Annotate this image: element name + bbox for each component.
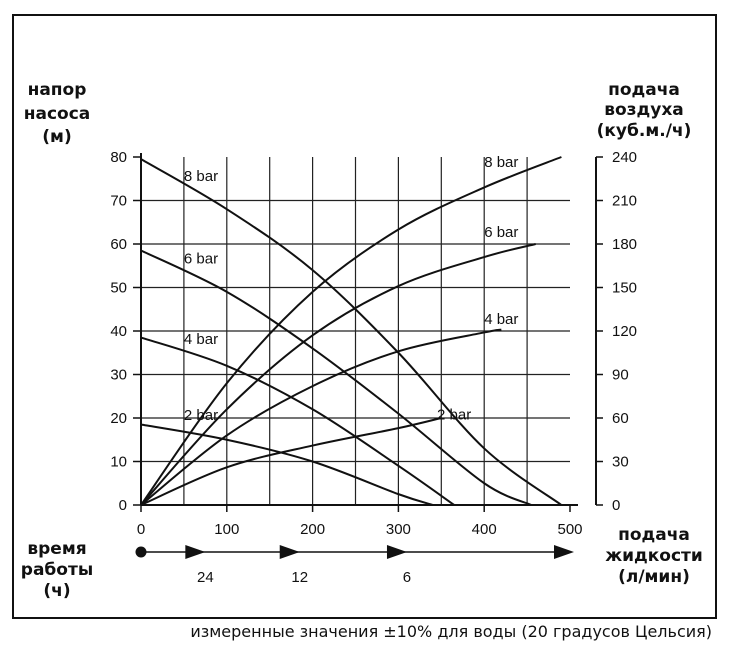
air-curve-label: 2 bar xyxy=(437,406,471,423)
right-tick-label: 240 xyxy=(612,149,637,166)
runtime-arrow xyxy=(386,545,407,559)
left-axis-title-line: (м) xyxy=(42,127,71,147)
left-tick-label: 20 xyxy=(110,410,127,427)
x-tick-label: 200 xyxy=(300,521,325,538)
left-tick-label: 50 xyxy=(110,280,127,297)
head-curve-line xyxy=(140,423,434,506)
right-tick-label: 0 xyxy=(612,497,620,514)
runtime-marker-label: 6 xyxy=(403,569,411,586)
footnote: измеренные значения ±10% для воды (20 гр… xyxy=(190,622,712,641)
left-tick-label: 40 xyxy=(110,323,127,340)
x-tick-label: 400 xyxy=(472,521,497,538)
air-curve-line xyxy=(140,156,562,506)
right-tick-label: 30 xyxy=(612,454,629,471)
head-curve-line xyxy=(140,249,532,506)
head-curve-label: 6 bar xyxy=(184,251,218,268)
runtime-title-line: время xyxy=(27,539,86,559)
head-curve-label: 8 bar xyxy=(184,168,218,185)
x-tick-label: 300 xyxy=(386,521,411,538)
x-axis-title-line: подача xyxy=(618,525,690,545)
air-curve-label: 4 bar xyxy=(484,311,518,328)
runtime-title-line: работы xyxy=(21,560,93,580)
right-axis-title-line: (куб.м./ч) xyxy=(597,121,692,141)
right-tick-label: 60 xyxy=(612,410,629,427)
right-tick-label: 150 xyxy=(612,280,637,297)
runtime-arrow xyxy=(554,545,574,559)
left-tick-label: 10 xyxy=(110,454,127,471)
right-tick-label: 120 xyxy=(612,323,637,340)
left-tick-label: 0 xyxy=(119,497,127,514)
x-tick-label: 500 xyxy=(557,521,582,538)
right-axis-title-line: воздуха xyxy=(604,100,684,120)
x-tick-label: 0 xyxy=(137,521,145,538)
head-curve-label: 2 bar xyxy=(184,407,218,424)
air-curve-label: 6 bar xyxy=(484,224,518,241)
left-tick-label: 70 xyxy=(110,193,127,210)
performance-chart: 0 10 20 30 40 50 60 70 80 0 30 60 90 120 150 180 210 240 0… xyxy=(21,80,703,601)
runtime-arrow xyxy=(185,545,206,559)
right-tick-label: 90 xyxy=(612,367,629,384)
left-tick-label: 80 xyxy=(110,149,127,166)
runtime-marker-label: 24 xyxy=(197,569,214,586)
runtime-arrow xyxy=(279,545,300,559)
head-curve-line xyxy=(140,336,455,506)
left-tick-label: 30 xyxy=(110,367,127,384)
head-curve-line xyxy=(140,158,563,506)
x-axis-title-line: жидкости xyxy=(605,546,703,566)
air-curve-label: 8 bar xyxy=(484,154,518,171)
air-curve-line xyxy=(140,243,536,506)
runtime-start-dot xyxy=(135,546,147,558)
runtime-marker-label: 12 xyxy=(291,569,308,586)
air-curve-line xyxy=(140,328,502,506)
x-tick-label: 100 xyxy=(214,521,239,538)
right-axis-title-line: подача xyxy=(608,80,680,100)
x-axis-title-line: (л/мин) xyxy=(618,567,690,587)
right-tick-label: 210 xyxy=(612,193,637,210)
chart-frame xyxy=(12,14,717,619)
head-curve-label: 4 bar xyxy=(184,331,218,348)
left-axis-title-line: напор xyxy=(28,80,87,100)
right-tick-label: 180 xyxy=(612,236,637,253)
runtime-title-line: (ч) xyxy=(43,581,70,601)
left-axis-title-line: насоса xyxy=(24,104,91,124)
air-curve-line xyxy=(140,417,442,506)
left-tick-label: 60 xyxy=(110,236,127,253)
